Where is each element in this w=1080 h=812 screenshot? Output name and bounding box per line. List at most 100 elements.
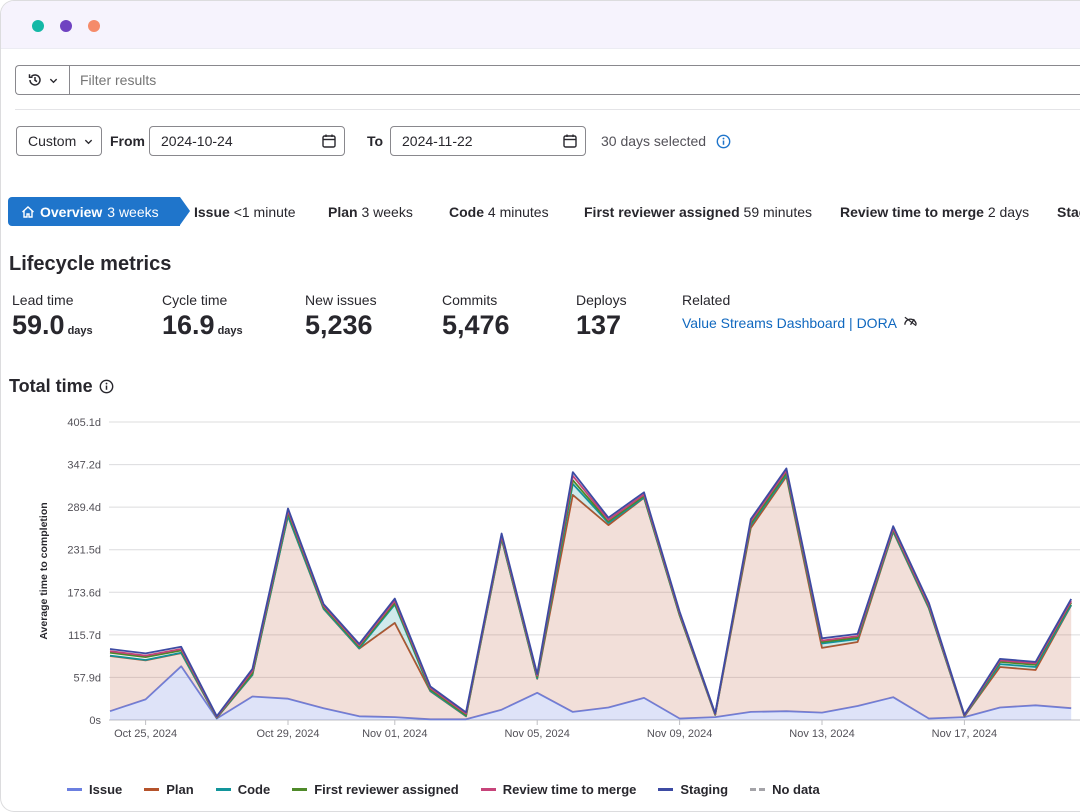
days-selected-text: 30 days selected: [601, 133, 731, 149]
metric-value: 16.9: [162, 310, 215, 340]
calendar-icon[interactable]: [322, 134, 336, 148]
metric-deploys: Deploys 137: [576, 292, 627, 341]
lifecycle-title: Lifecycle metrics: [9, 253, 172, 275]
related-links[interactable]: Value Streams Dashboard | DORA: [682, 315, 897, 331]
total-time-label: Total time: [9, 376, 93, 396]
y-tick-label: 289.4d: [67, 502, 101, 514]
stage-value: 3 weeks: [361, 204, 413, 220]
chart-legend: Issue Plan Code First reviewer assigned …: [67, 782, 820, 797]
divider: [15, 109, 1080, 110]
home-icon: [22, 205, 34, 218]
window-dot-1[interactable]: [32, 20, 44, 32]
stage-value: <1 minute: [233, 204, 296, 220]
info-icon[interactable]: [99, 379, 114, 394]
stage-value: 2 days: [987, 204, 1030, 220]
stage-code[interactable]: Code 4 minutes: [449, 204, 549, 220]
stage-overview[interactable]: Overview 3 weeks: [8, 197, 190, 226]
legend-item-no-data[interactable]: No data: [750, 782, 820, 797]
y-tick-label: 57.9d: [73, 672, 101, 684]
legend-label: Staging: [680, 782, 729, 797]
info-icon[interactable]: [716, 134, 731, 149]
metric-value: 5,236: [305, 310, 373, 340]
metric-unit: days: [67, 325, 93, 337]
stage-name: Stag: [1057, 204, 1080, 220]
history-icon: [28, 74, 41, 86]
date-preset-dropdown[interactable]: Custom: [16, 126, 102, 156]
legend-label: First reviewer assigned: [314, 782, 459, 797]
stage-name: Code: [449, 204, 484, 220]
legend-label: Plan: [166, 782, 194, 797]
legend-item-review-time[interactable]: Review time to merge: [480, 782, 637, 797]
from-label: From: [110, 133, 145, 149]
window-dot-2[interactable]: [60, 20, 72, 32]
metric-label: New issues: [305, 292, 377, 308]
x-tick-label: Nov 13, 2024: [789, 728, 854, 740]
x-tick-label: Oct 25, 2024: [114, 728, 177, 740]
stage-name: Issue: [194, 204, 230, 220]
y-axis-label: Average time to completion: [38, 502, 50, 639]
stage-plan[interactable]: Plan 3 weeks: [328, 204, 413, 220]
legend-item-issue[interactable]: Issue: [67, 782, 122, 797]
total-time-chart: 0s 57.9d 115.7d 173.6d 231.5d 289.4d 347.2d 405…: [38, 417, 1080, 740]
y-tick-label: 0s: [89, 715, 101, 727]
x-tick-label: Oct 29, 2024: [257, 728, 320, 740]
stage-staging[interactable]: Stag: [1057, 204, 1080, 220]
recent-searches-button[interactable]: [16, 66, 70, 94]
metric-new-issues: New issues 5,236: [305, 292, 377, 341]
metric-label: Cycle time: [162, 292, 228, 308]
legend-label: Review time to merge: [502, 782, 637, 797]
metric-commits: Commits 5,476: [442, 292, 510, 341]
x-tick-label: Nov 01, 2024: [362, 728, 427, 740]
from-date-input[interactable]: 2024-10-24: [149, 126, 345, 156]
series-area-plan: [110, 476, 1072, 720]
window-titlebar: [1, 1, 1080, 49]
to-label: To: [367, 133, 384, 149]
stage-overview-name: Overview: [40, 203, 103, 220]
metric-value: 59.0: [12, 310, 65, 340]
to-date-input[interactable]: 2024-11-22: [390, 126, 586, 156]
legend-label: No data: [772, 782, 820, 797]
chevron-down-icon: [85, 139, 93, 144]
stage-review-time[interactable]: Review time to merge 2 days: [840, 204, 1029, 220]
metric-related: Related Value Streams Dashboard | DORA: [682, 292, 918, 331]
stage-name: First reviewer assigned: [584, 204, 740, 220]
legend-item-staging[interactable]: Staging: [658, 782, 728, 797]
series-line-issue: [109, 665, 1072, 721]
legend-item-first-reviewer[interactable]: First reviewer assigned: [292, 782, 459, 797]
total-time-title: Total time: [9, 376, 114, 397]
stage-overview-value: 3 weeks: [107, 203, 159, 220]
metric-label: Lead time: [12, 292, 74, 308]
metric-value: 137: [576, 310, 622, 340]
x-tick-label: Nov 09, 2024: [647, 728, 712, 740]
dashboard-gauge-icon: [904, 316, 917, 327]
y-tick-label: 347.2d: [67, 460, 101, 472]
from-date-value: 2024-10-24: [161, 133, 233, 149]
y-tick-label: 405.1d: [67, 417, 101, 429]
y-tick-label: 173.6d: [67, 587, 101, 599]
y-tick-label: 231.5d: [67, 545, 101, 557]
filter-results-input[interactable]: [80, 72, 680, 88]
series-line-staging: [109, 467, 1072, 718]
date-preset-label: Custom: [28, 133, 77, 149]
chevron-down-icon: [49, 78, 58, 83]
stage-issue[interactable]: Issue <1 minute: [194, 204, 296, 220]
y-tick-label: 115.7d: [68, 630, 101, 642]
stage-first-reviewer[interactable]: First reviewer assigned 59 minutes: [584, 204, 812, 220]
legend-item-plan[interactable]: Plan: [144, 782, 194, 797]
metric-value: 5,476: [442, 310, 510, 340]
related-label: Related: [682, 292, 731, 308]
legend-label: Issue: [89, 782, 123, 797]
metric-unit: days: [217, 325, 243, 337]
stage-name: Plan: [328, 204, 358, 220]
stage-name: Review time to merge: [840, 204, 984, 220]
x-tick-label: Nov 17, 2024: [932, 728, 997, 740]
window-dot-3[interactable]: [88, 20, 100, 32]
legend-item-code[interactable]: Code: [215, 782, 271, 797]
x-tick-label: Nov 05, 2024: [504, 728, 569, 740]
stage-navigation: Overview 3 weeks Issue <1 minute Plan 3 …: [8, 197, 1080, 226]
metric-lead-time: Lead time 59.0 days: [12, 292, 93, 341]
stage-value: 59 minutes: [743, 204, 813, 220]
calendar-icon[interactable]: [563, 134, 577, 148]
legend-label: Code: [237, 782, 271, 797]
